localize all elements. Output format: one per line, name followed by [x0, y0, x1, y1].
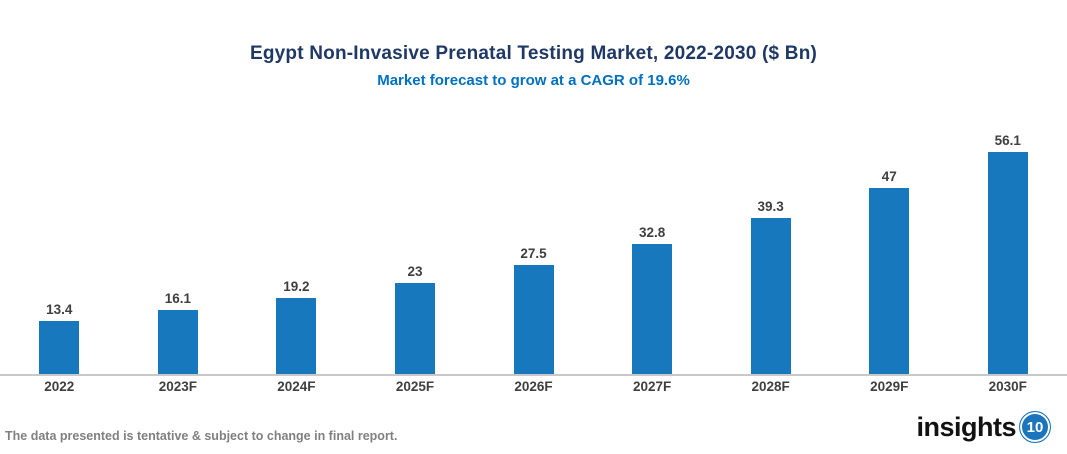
logo-number: 10 [1026, 418, 1044, 436]
bar-column: 47 [830, 100, 949, 374]
bar-column: 13.4 [0, 100, 119, 374]
bar [869, 188, 910, 374]
bar-column: 27.5 [474, 100, 593, 374]
chart-subtitle: Market forecast to grow at a CAGR of 19.… [377, 72, 690, 89]
x-axis-label: 2029F [870, 379, 909, 394]
x-axis-labels: 2022 2023F 2024F 2025F 2026F 2027F 2028F 2029F 2… [0, 379, 1067, 394]
x-axis-label: 2030F [988, 379, 1027, 394]
x-axis-label: 2023F [158, 379, 197, 394]
bar [987, 152, 1028, 374]
bar [394, 283, 435, 374]
chart-title: Egypt Non-Invasive Prenatal Testing Mark… [249, 43, 818, 64]
bar-value-label: 13.4 [46, 302, 73, 317]
plot-area: 13.4 16.1 19.2 23 27.5 32.8 39.3 47 56.1 [0, 100, 1067, 374]
bar [157, 310, 198, 374]
x-axis-label: 2028F [751, 379, 790, 394]
bar-column: 32.8 [593, 100, 712, 374]
bar [513, 265, 554, 374]
bar [750, 218, 791, 374]
x-axis-label: 2024F [277, 379, 316, 394]
bar-value-label: 56.1 [994, 133, 1021, 148]
bar-column: 56.1 [949, 100, 1067, 374]
x-axis-label: 2026F [514, 379, 553, 394]
bar-value-label: 23 [407, 264, 423, 279]
bar-column: 19.2 [237, 100, 356, 374]
bar-value-label: 47 [881, 169, 897, 184]
logo-wordmark: insights [916, 411, 1016, 442]
bar-column: 23 [356, 100, 475, 374]
bar-column: 39.3 [711, 100, 830, 374]
x-axis-label: 2025F [395, 379, 435, 394]
bar-value-label: 16.1 [164, 291, 191, 306]
bar [276, 298, 317, 374]
logo-10-badge: 10 [1019, 411, 1051, 443]
bar-value-label: 32.8 [638, 225, 666, 240]
bar-value-label: 27.5 [520, 246, 547, 261]
disclaimer-text: The data presented is tentative & subjec… [5, 429, 398, 443]
x-axis-label: 2027F [632, 379, 672, 394]
bar [632, 244, 673, 374]
bar-column: 16.1 [119, 100, 238, 374]
x-axis-label: 2022 [44, 379, 75, 394]
x-axis-line [0, 374, 1067, 376]
bar-value-label: 19.2 [283, 279, 310, 294]
bar-value-label: 39.3 [757, 199, 784, 214]
bar [39, 321, 80, 374]
insights10-logo: insights 10 [916, 411, 1051, 443]
